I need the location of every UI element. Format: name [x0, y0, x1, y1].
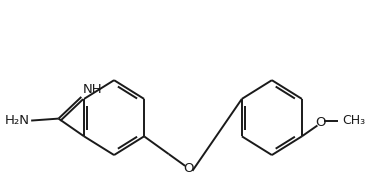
Text: CH₃: CH₃ — [342, 114, 365, 127]
Text: H₂N: H₂N — [5, 114, 30, 127]
Text: O: O — [315, 116, 325, 129]
Text: NH: NH — [83, 83, 103, 96]
Text: O: O — [183, 162, 194, 175]
